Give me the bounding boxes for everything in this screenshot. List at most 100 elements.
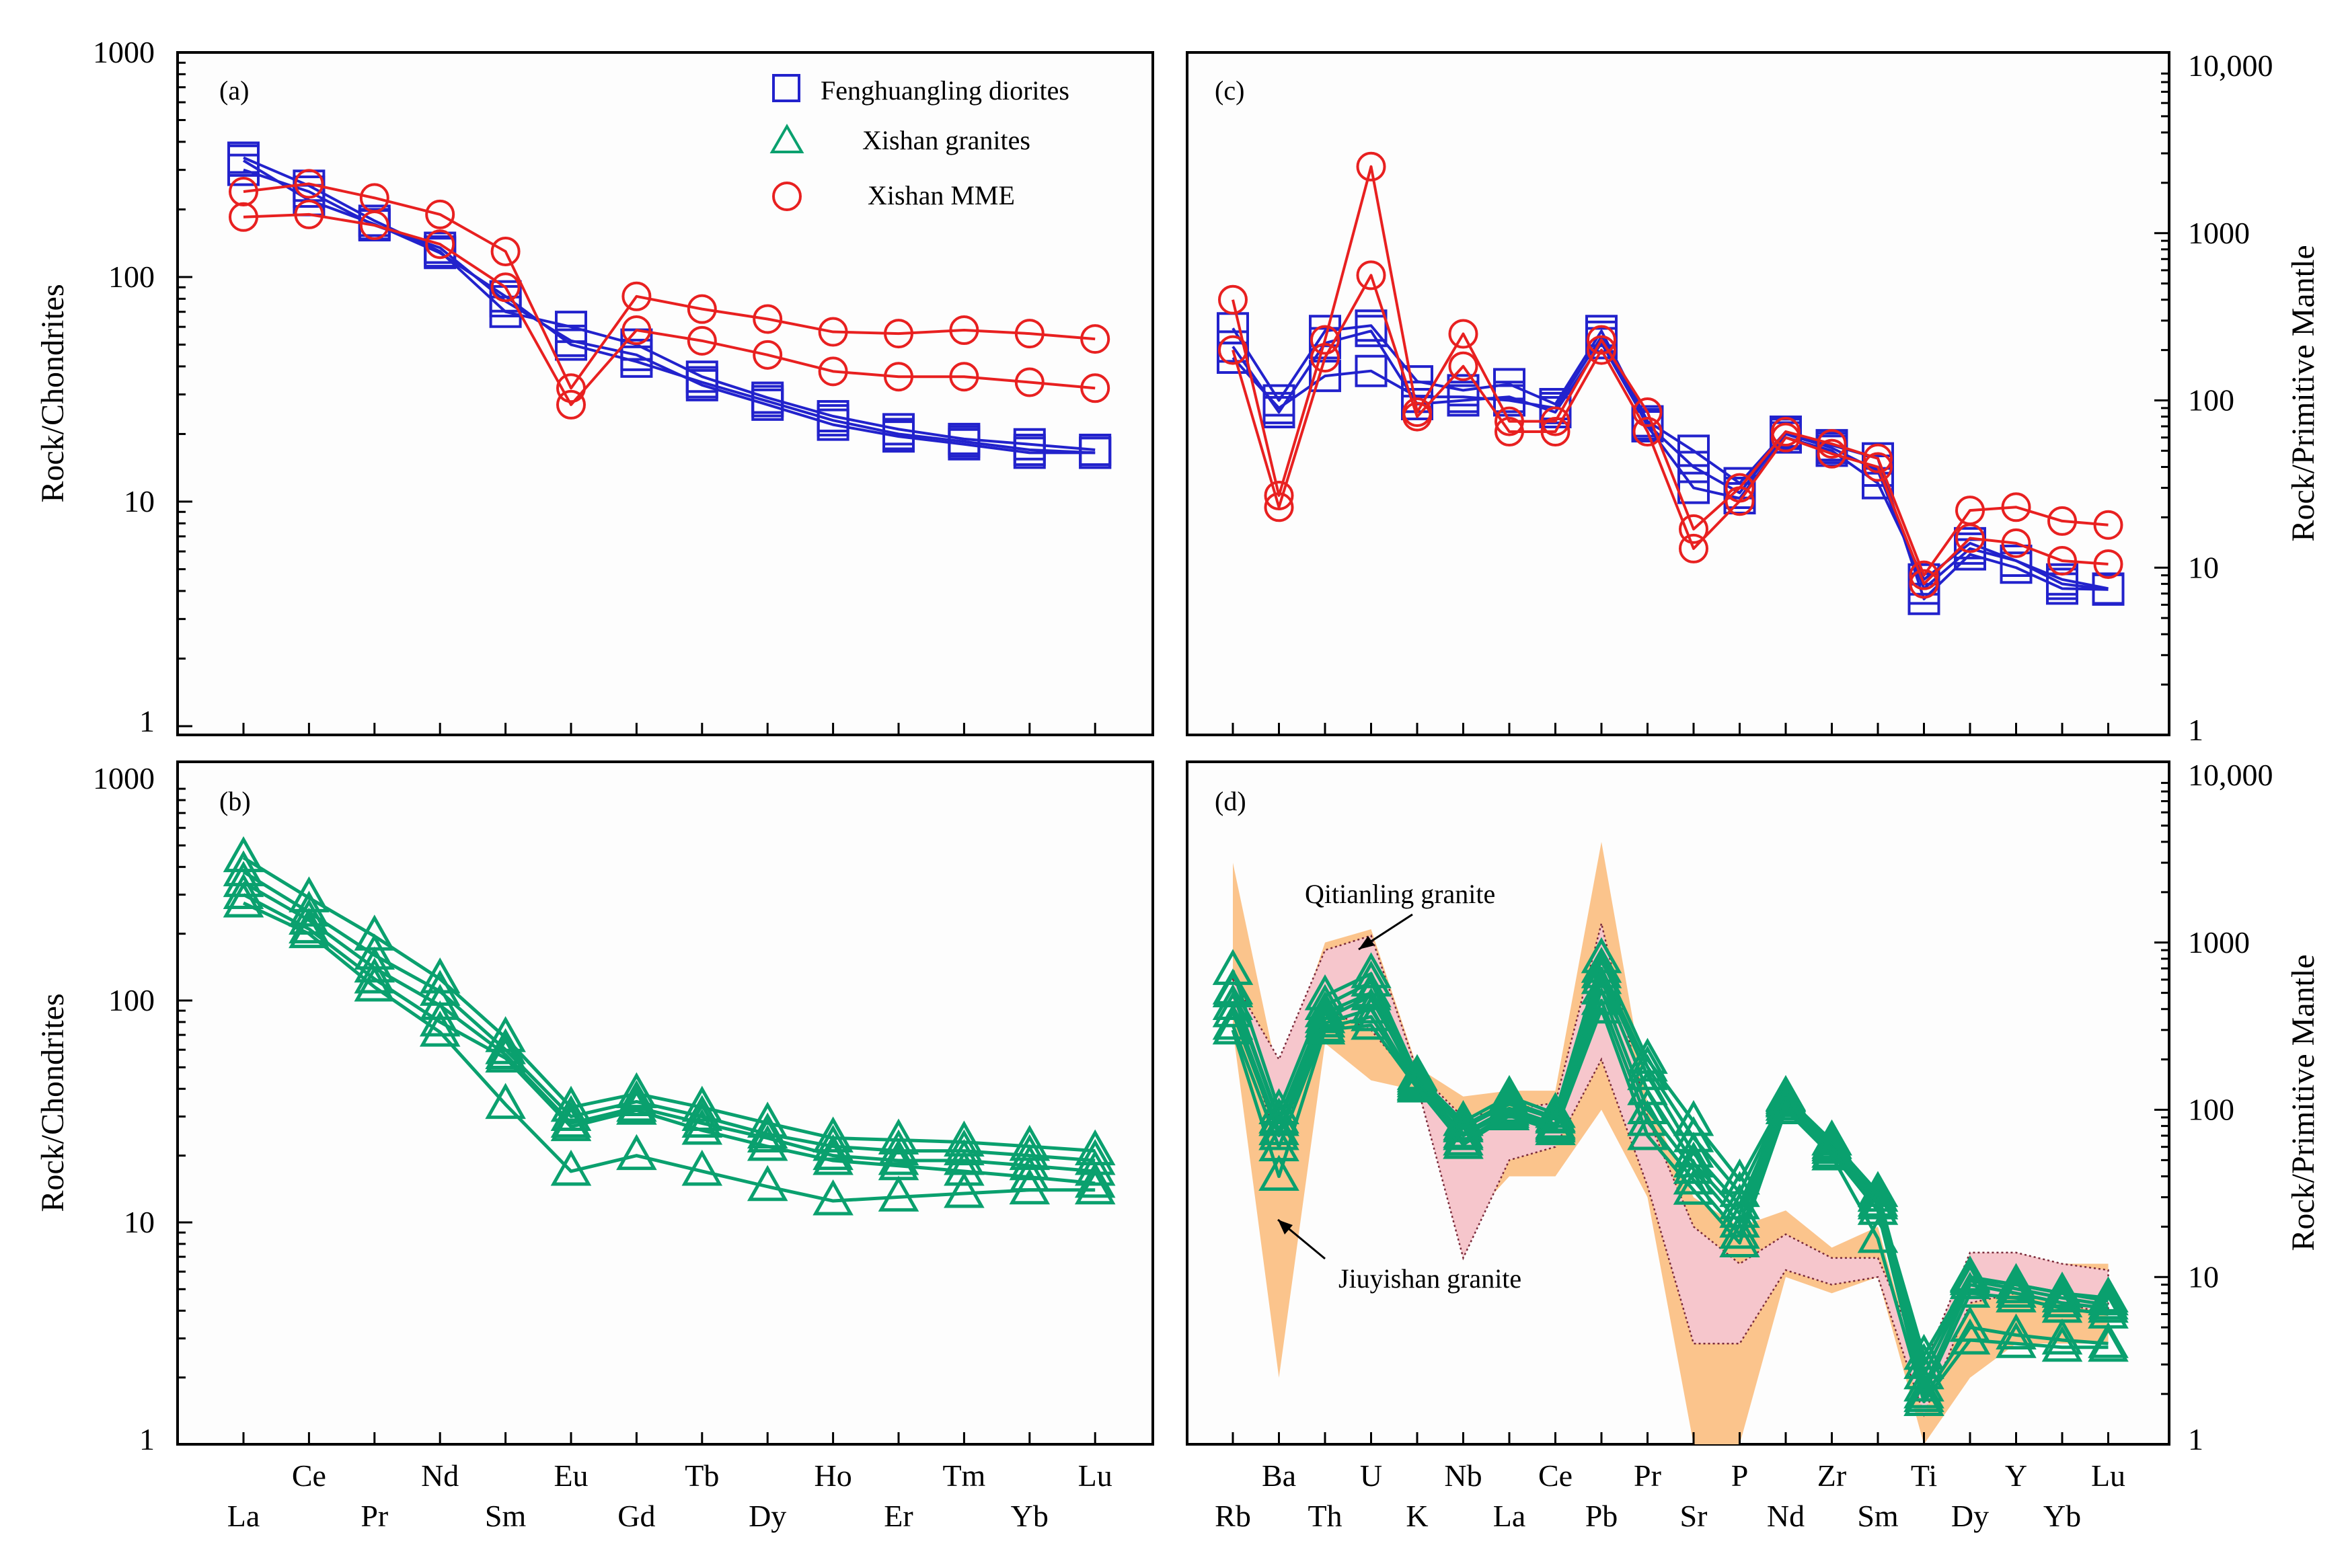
data-point-c-2-9	[1631, 407, 1664, 440]
data-point-b-4-13	[1074, 1168, 1116, 1205]
data-point-c-2-18	[2046, 567, 2078, 600]
data-point-a-4-1	[294, 199, 324, 229]
y-tick-label-d-4: 10,000	[2188, 758, 2273, 792]
panel-d-label: (d)	[1215, 786, 1246, 816]
data-point-d-6-9	[1627, 1113, 1668, 1150]
data-point-c-4-0	[1218, 335, 1248, 365]
data-point-b-1-6	[616, 1080, 657, 1116]
data-point-c-1-2	[1309, 360, 1341, 393]
legend-triangle-marker	[769, 124, 804, 153]
data-point-c-3-6	[1494, 406, 1524, 436]
data-point-b-0-9	[812, 1116, 854, 1153]
data-point-d-3-18	[2041, 1281, 2083, 1318]
data-point-a-3-6	[621, 281, 652, 311]
panel-a: 1 10 100 1000 (a) Rock/Chondrites Fenghuang…	[35, 35, 1154, 738]
data-point-b-2-8	[747, 1116, 788, 1153]
data-point-d-6-1	[1258, 1154, 1299, 1191]
x-tick-label-b-12: Yb	[1011, 1499, 1049, 1533]
data-point-c-4-7	[1540, 417, 1571, 447]
data-point-b-3-13	[1074, 1161, 1116, 1198]
data-point-a-3-13	[1080, 324, 1110, 354]
data-point-c-1-3	[1355, 354, 1388, 387]
data-point-c-4-12	[1771, 422, 1801, 453]
data-point-a-2-11	[948, 425, 981, 458]
data-point-d-5-18	[2041, 1318, 2083, 1355]
y-tick-label-b-0: 1	[139, 1422, 155, 1456]
data-point-d-3-17	[1996, 1271, 2037, 1308]
data-point-b-1-12	[1009, 1134, 1051, 1171]
panel-b: 1 10 100 1000 La Ce Pr Nd Sm Eu Gd Tb Dy Ho Er Tm Yb Lu (…	[35, 760, 1154, 1533]
data-point-c-3-3	[1356, 151, 1386, 182]
data-point-d-5-3	[1351, 995, 1392, 1031]
annotation-qitianling-arrowhead	[1359, 936, 1375, 949]
data-point-c-3-17	[2001, 492, 2031, 522]
data-point-c-2-10	[1677, 450, 1710, 483]
x-tick-label-d-4: K	[1406, 1499, 1428, 1533]
data-point-d-6-3	[1351, 1003, 1392, 1040]
data-point-c-4-19	[2093, 549, 2123, 579]
data-point-a-4-2	[359, 210, 389, 241]
data-point-c-2-14	[1862, 455, 1894, 487]
x-tick-label-b-10: Er	[884, 1499, 913, 1533]
x-tick-label-b-5: Eu	[554, 1458, 588, 1493]
data-point-c-2-4	[1401, 388, 1433, 421]
x-tick-label-d-10: Sr	[1680, 1499, 1708, 1533]
data-point-d-5-15	[1903, 1376, 1944, 1413]
data-point-b-2-9	[812, 1134, 854, 1171]
data-point-b-3-1	[289, 907, 330, 944]
data-point-a-4-0	[229, 202, 258, 232]
y-tick-label-b-1: 10	[124, 1205, 155, 1239]
data-point-a-4-9	[818, 356, 848, 387]
data-point-a-3-3	[425, 199, 455, 229]
data-point-b-4-7	[681, 1149, 723, 1186]
data-point-a-2-6	[620, 345, 653, 378]
data-point-b-4-8	[747, 1165, 788, 1202]
y-tick-label-a-1: 10	[124, 484, 155, 518]
data-point-b-0-0	[223, 836, 264, 873]
panel-d-ylabel: Rock/Primitive Mantle	[2285, 954, 2321, 1251]
data-point-c-2-11	[1723, 477, 1756, 510]
data-point-b-2-7	[681, 1101, 723, 1138]
data-point-c-4-17	[2001, 528, 2031, 558]
data-point-c-2-5	[1447, 384, 1480, 417]
series-line-c-0	[1232, 324, 2109, 600]
data-point-b-4-4	[485, 1083, 526, 1120]
x-tick-label-d-19: Lu	[2091, 1458, 2125, 1493]
legend-label-xishan-granites: Xishan granites	[862, 125, 1030, 155]
data-point-d-0-0	[1212, 949, 1254, 985]
data-point-c-4-5	[1448, 351, 1478, 381]
data-point-b-3-5	[550, 1105, 592, 1142]
panel-a-label: (a)	[219, 75, 249, 106]
data-point-c-3-5	[1448, 319, 1478, 349]
data-point-c-4-9	[1632, 417, 1663, 447]
y-tick-label-b-3: 1000	[93, 761, 155, 795]
data-point-d-4-17	[1996, 1276, 2037, 1312]
data-point-c-4-6	[1494, 417, 1524, 447]
data-point-b-3-4	[485, 1036, 526, 1073]
data-point-c-4-11	[1725, 486, 1755, 516]
data-point-b-2-3	[419, 984, 461, 1020]
data-point-b-3-6	[616, 1089, 657, 1125]
series-line-d-6	[1231, 1007, 2109, 1404]
data-point-d-6-0	[1212, 1008, 1254, 1045]
data-point-c-3-8	[1587, 325, 1616, 355]
x-tick-label-b-11: Tm	[942, 1458, 985, 1493]
data-point-a-2-7	[685, 366, 718, 399]
y-tick-label-b-2: 100	[108, 983, 155, 1017]
series-line-a-3	[243, 182, 1096, 390]
x-tick-label-b-13: Lu	[1078, 1458, 1112, 1493]
data-point-d-5-0	[1212, 1003, 1254, 1040]
data-point-b-2-5	[550, 1101, 592, 1138]
data-point-b-4-2	[354, 965, 395, 1002]
x-tick-label-b-1: Ce	[292, 1458, 326, 1493]
data-point-a-3-9	[818, 317, 848, 347]
y-tick-label-d-0: 1	[2188, 1422, 2203, 1456]
x-tick-label-d-0: Rb	[1215, 1499, 1251, 1533]
data-point-b-0-10	[878, 1118, 919, 1155]
data-point-d-6-19	[2088, 1325, 2129, 1362]
data-point-b-2-10	[878, 1138, 919, 1175]
data-point-b-0-5	[550, 1085, 592, 1122]
data-point-a-3-11	[949, 315, 979, 346]
panel-b-frame	[176, 760, 1154, 1446]
data-point-c-3-18	[2047, 506, 2077, 536]
